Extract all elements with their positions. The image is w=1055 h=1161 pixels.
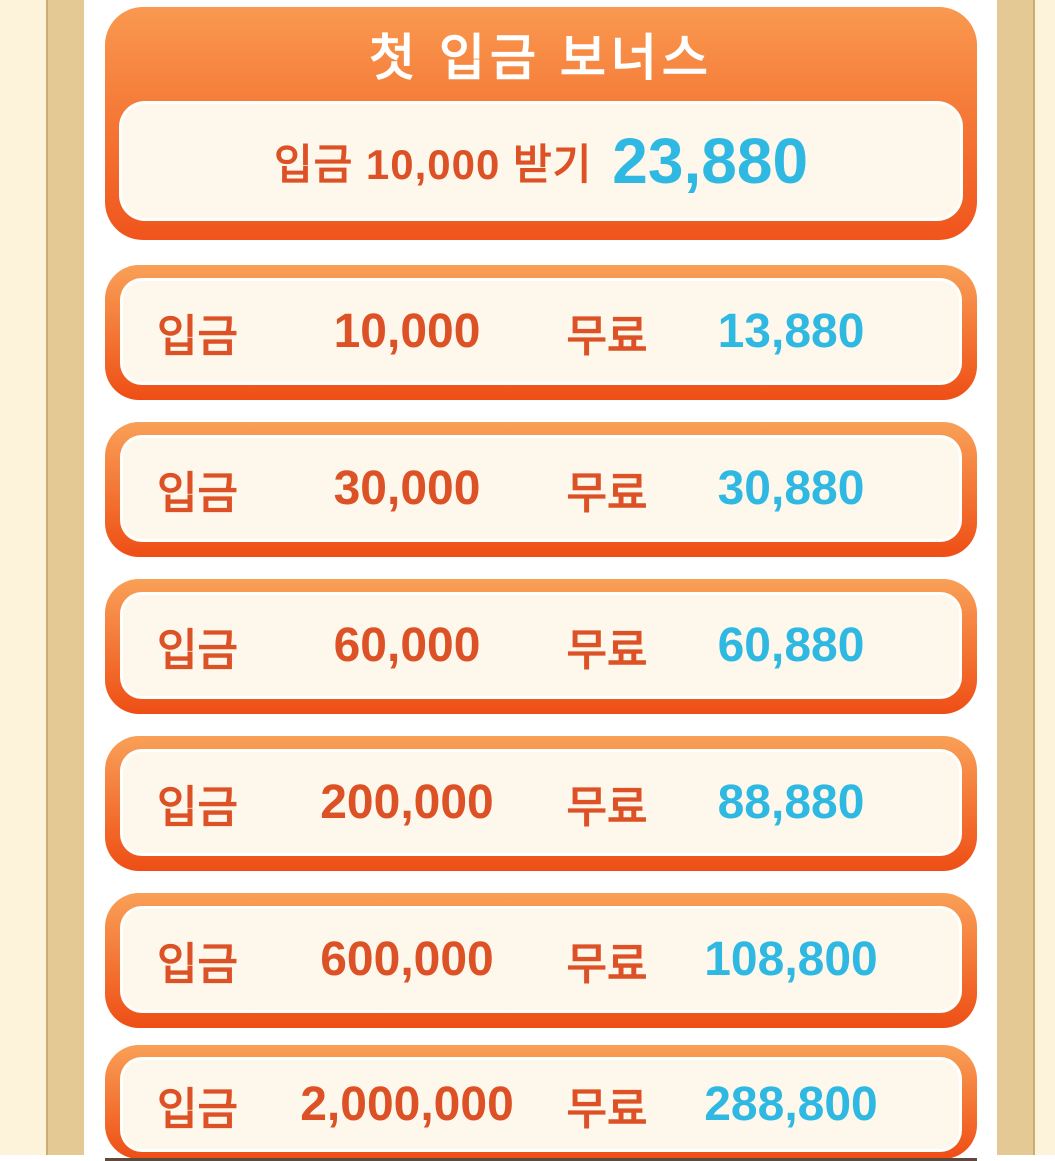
first-deposit-claim-label: 입금 10,000 받기: [273, 140, 593, 188]
bonus-tier-row: 입금 600,000 무료 108,800: [120, 906, 962, 1013]
bonus-amount: 60,880: [717, 619, 865, 672]
deposit-amount: 200,000: [320, 776, 494, 829]
deposit-amount: 10,000: [333, 305, 481, 358]
bonus-tier-card-4[interactable]: 입금 200,000 무료 88,880: [105, 736, 977, 871]
first-deposit-claim-button[interactable]: 입금 10,000 받기 23,880: [119, 101, 963, 221]
free-label: 무료: [566, 782, 648, 832]
right-margin-tan: [997, 0, 1033, 1155]
bonus-tier-row: 입금 10,000 무료 13,880: [120, 278, 962, 385]
deposit-label: 입금: [157, 939, 238, 989]
bonus-tier-card-5[interactable]: 입금 600,000 무료 108,800: [105, 893, 977, 1028]
deposit-amount: 600,000: [320, 933, 494, 986]
free-label: 무료: [566, 1084, 648, 1134]
bonus-tier-card-6[interactable]: 입금 2,000,000 무료 288,800: [105, 1045, 977, 1159]
bonus-tier-row: 입금 2,000,000 무료 288,800: [120, 1057, 962, 1152]
deposit-amount: 30,000: [333, 462, 481, 515]
bonus-amount: 88,880: [717, 776, 865, 829]
free-label: 무료: [566, 468, 648, 518]
bonus-amount: 30,880: [717, 462, 865, 515]
bonus-tier-row: 입금 30,000 무료 30,880: [120, 435, 962, 542]
free-label: 무료: [566, 311, 648, 361]
bonus-cards-column: 첫 입금 보너스 입금 10,000 받기 23,880 입금 10,000 무…: [105, 7, 977, 1159]
deposit-amount: 2,000,000: [300, 1078, 514, 1131]
bonus-amount: 108,800: [704, 933, 878, 986]
first-deposit-bonus-card[interactable]: 첫 입금 보너스 입금 10,000 받기 23,880: [105, 7, 977, 240]
bonus-tier-card-1[interactable]: 입금 10,000 무료 13,880: [105, 265, 977, 400]
bonus-amount: 288,800: [704, 1078, 878, 1131]
bonus-tier-row: 입금 60,000 무료 60,880: [120, 592, 962, 699]
deposit-label: 입금: [157, 1084, 238, 1134]
bonus-amount: 13,880: [717, 305, 865, 358]
left-margin-cream: [0, 0, 46, 1155]
left-margin-tan: [48, 0, 84, 1155]
left-margin-divider: [46, 0, 48, 1155]
deposit-label: 입금: [157, 468, 238, 518]
bonus-tier-card-3[interactable]: 입금 60,000 무료 60,880: [105, 579, 977, 714]
free-label: 무료: [566, 939, 648, 989]
right-margin-divider: [1033, 0, 1035, 1155]
bottom-shadow-line: [105, 1158, 977, 1161]
right-margin-cream: [1035, 0, 1055, 1155]
deposit-label: 입금: [157, 625, 238, 675]
first-deposit-bonus-title: 첫 입금 보너스: [369, 30, 713, 86]
bonus-tier-row: 입금 200,000 무료 88,880: [120, 749, 962, 856]
first-deposit-bonus-amount: 23,880: [612, 125, 809, 197]
deposit-amount: 60,000: [333, 619, 481, 672]
deposit-label: 입금: [157, 311, 238, 361]
free-label: 무료: [566, 625, 648, 675]
deposit-label: 입금: [157, 782, 238, 832]
bonus-tier-card-2[interactable]: 입금 30,000 무료 30,880: [105, 422, 977, 557]
